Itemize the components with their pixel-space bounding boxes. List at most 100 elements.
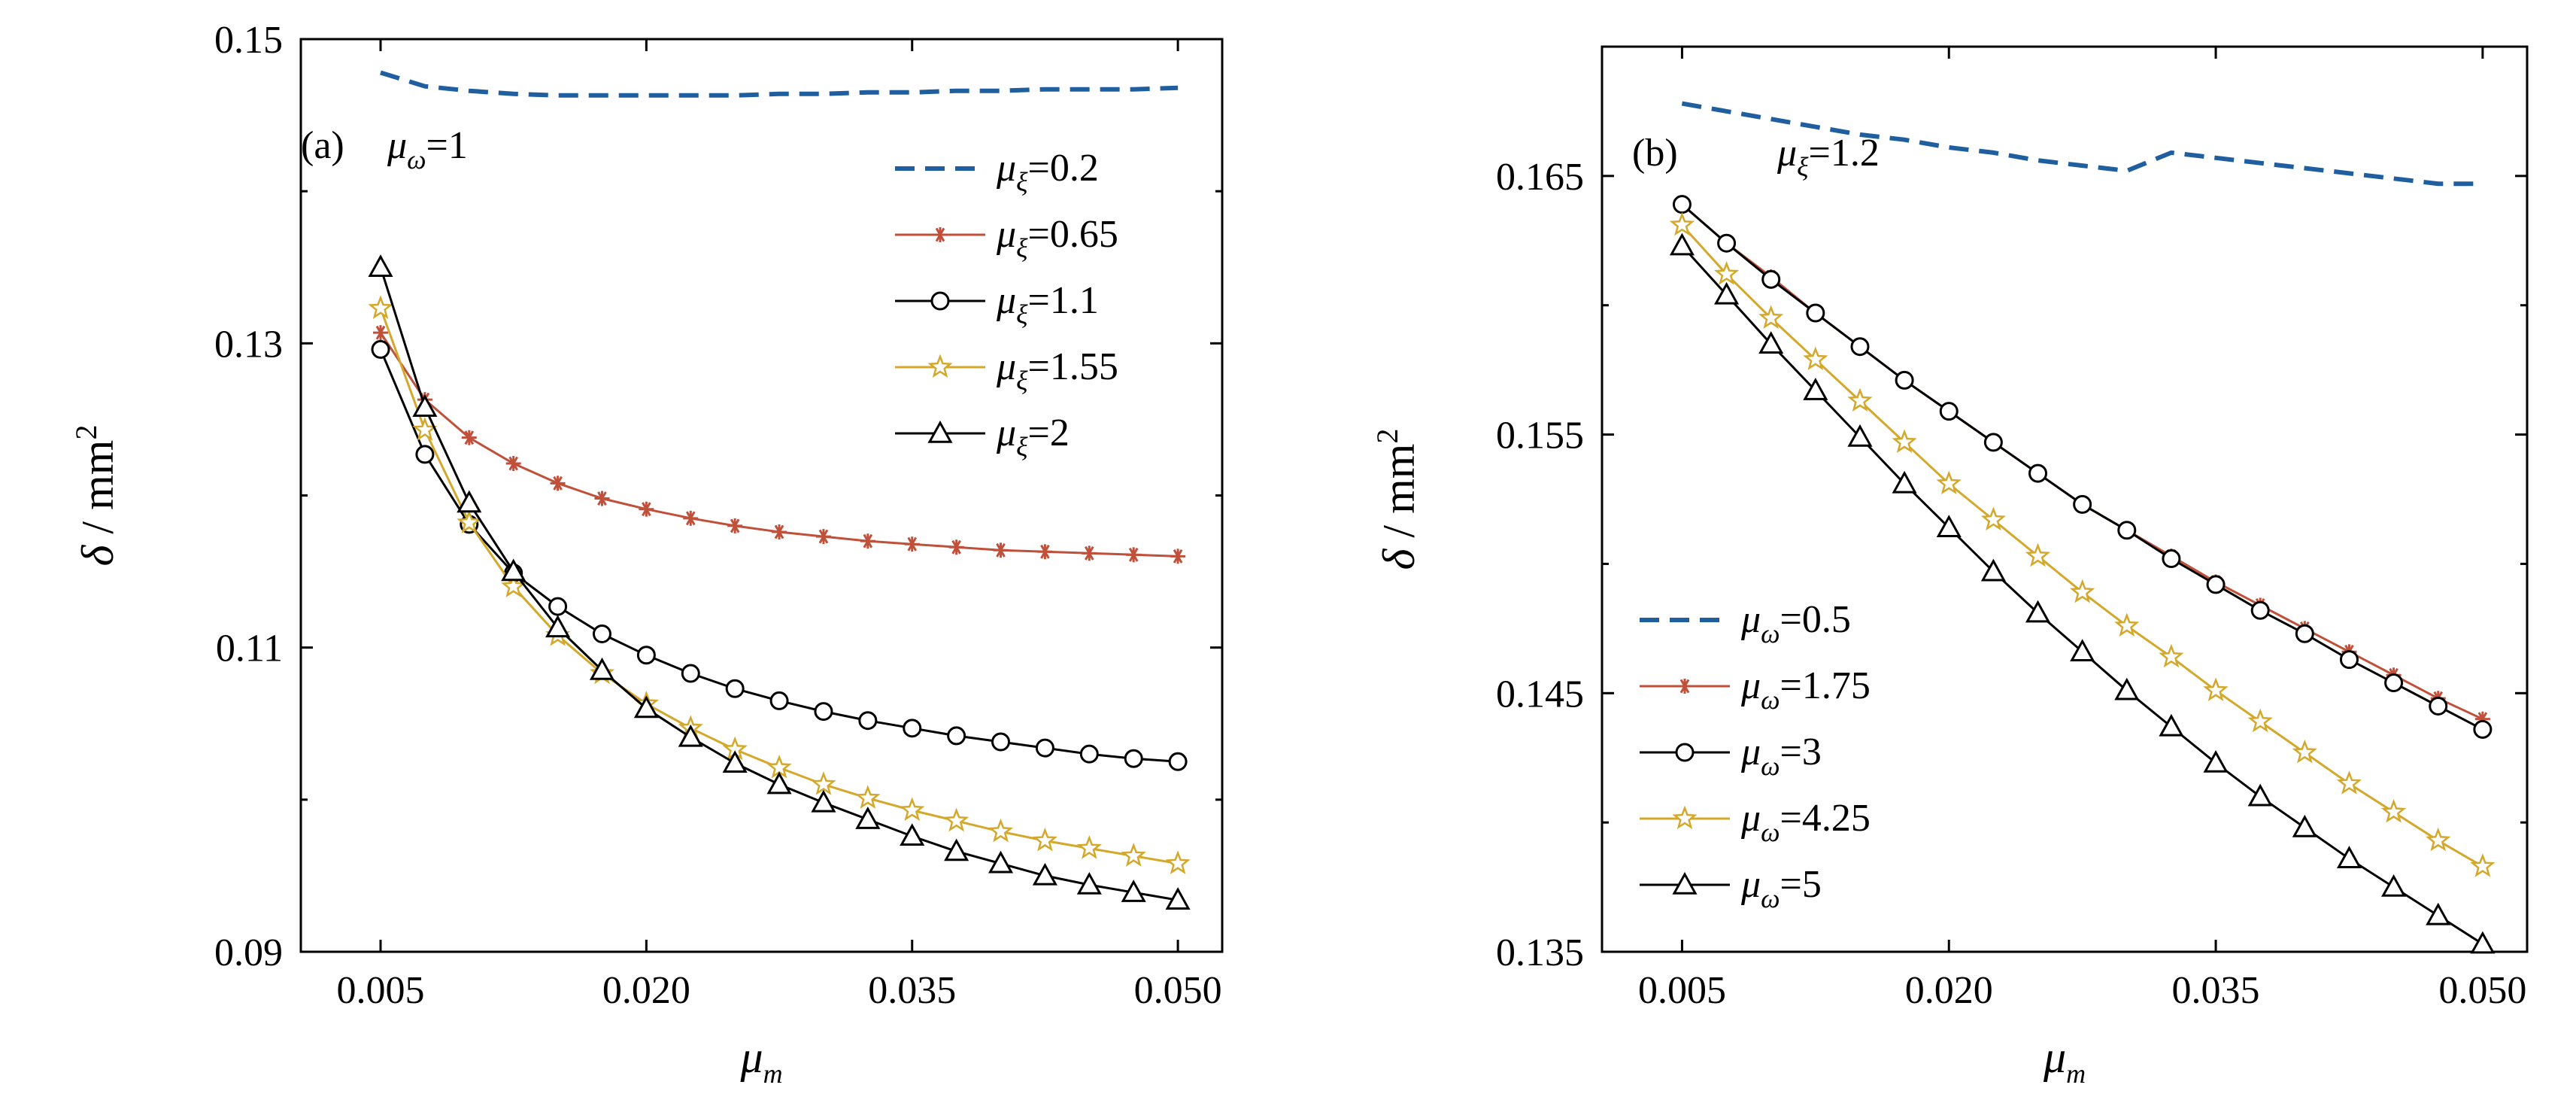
panel-b: 0.005 0.020 0.035 0.050 0.135 0.145 0.155 0.165… bbox=[1370, 45, 2529, 1089]
legend-entry: μω=1.75 bbox=[1640, 664, 1871, 715]
legend-entry: μξ=0.65 bbox=[895, 213, 1118, 263]
data-point bbox=[900, 823, 925, 846]
data-point bbox=[1758, 331, 1784, 354]
data-point bbox=[683, 510, 699, 526]
legend-label: μω=0.5 bbox=[1740, 598, 1851, 649]
data-point bbox=[1082, 545, 1097, 561]
data-point bbox=[772, 524, 787, 540]
data-point bbox=[545, 615, 571, 638]
data-point bbox=[2473, 719, 2493, 739]
series-1 bbox=[373, 325, 1186, 564]
series-line bbox=[1681, 101, 2483, 187]
data-point bbox=[2384, 673, 2404, 693]
data-point bbox=[368, 254, 393, 277]
data-point bbox=[1165, 887, 1191, 910]
data-point bbox=[1803, 346, 1828, 371]
y-axis-label: δ / mm2 bbox=[69, 425, 123, 567]
data-point bbox=[2203, 677, 2229, 702]
x-tick-label: 0.020 bbox=[1905, 969, 1993, 1012]
data-point bbox=[2203, 749, 2229, 773]
data-point bbox=[2247, 783, 2273, 807]
data-point bbox=[368, 295, 393, 320]
data-point bbox=[550, 476, 566, 491]
series-2 bbox=[1672, 195, 2493, 739]
data-point bbox=[2470, 853, 2496, 877]
data-point bbox=[1983, 433, 2003, 452]
data-point bbox=[814, 702, 833, 722]
data-point bbox=[639, 501, 654, 517]
data-point bbox=[2380, 798, 2407, 823]
legend-entry: μω=0.5 bbox=[1640, 598, 1851, 649]
y-tick-label: 0.145 bbox=[1496, 673, 1584, 716]
data-point bbox=[1939, 402, 1959, 421]
legend-marker bbox=[1672, 805, 1698, 830]
data-point bbox=[722, 750, 748, 773]
data-point bbox=[1032, 862, 1057, 886]
data-point bbox=[1037, 544, 1053, 560]
legend-marker bbox=[1672, 871, 1698, 895]
data-point bbox=[988, 850, 1014, 874]
data-point bbox=[2117, 521, 2137, 540]
data-point bbox=[2470, 931, 2496, 954]
data-point bbox=[2426, 902, 2451, 925]
data-point bbox=[681, 664, 700, 683]
data-point bbox=[2292, 814, 2317, 837]
data-point bbox=[589, 657, 615, 680]
legend-marker bbox=[1677, 679, 1692, 694]
data-point bbox=[2336, 770, 2362, 795]
data-point bbox=[373, 325, 389, 341]
data-point bbox=[461, 430, 477, 445]
data-point bbox=[727, 518, 743, 533]
data-point bbox=[1850, 337, 1870, 357]
data-point bbox=[1669, 232, 1695, 256]
data-point bbox=[2070, 639, 2095, 661]
panel-label: (b) bbox=[1632, 132, 1678, 175]
data-point bbox=[2162, 549, 2181, 569]
data-point bbox=[1714, 281, 1740, 305]
panel-label: (a) bbox=[301, 124, 344, 167]
legend-label: μω=4.25 bbox=[1740, 797, 1871, 847]
y-tick-label: 0.09 bbox=[214, 931, 283, 974]
data-point bbox=[1126, 547, 1142, 563]
legend-marker bbox=[930, 291, 950, 311]
data-point bbox=[858, 711, 878, 731]
data-point bbox=[1121, 880, 1146, 902]
data-point bbox=[2339, 650, 2359, 670]
data-point bbox=[678, 724, 703, 747]
data-point bbox=[2426, 827, 2451, 852]
panel-a: 0.005 0.020 0.035 0.050 0.09 0.11 0.13 0.15 μm δ … bbox=[69, 19, 1224, 1089]
data-point bbox=[594, 491, 610, 506]
y-tick-label: 0.135 bbox=[1496, 931, 1584, 974]
data-point bbox=[636, 646, 656, 665]
data-point bbox=[1803, 378, 1828, 400]
legend-entry: μξ=1.1 bbox=[895, 279, 1099, 330]
legend-marker bbox=[927, 420, 953, 443]
data-point bbox=[988, 818, 1014, 843]
y-tick-label: 0.13 bbox=[214, 323, 283, 366]
legend-label: μξ=2 bbox=[996, 412, 1070, 462]
legend-entry: μξ=0.2 bbox=[895, 147, 1099, 197]
data-point bbox=[2114, 612, 2140, 637]
data-point bbox=[766, 771, 792, 795]
data-point bbox=[2247, 708, 2273, 733]
data-point bbox=[904, 536, 920, 552]
series-3 bbox=[1669, 211, 2496, 877]
data-point bbox=[415, 445, 435, 464]
legend-entry: μω=5 bbox=[1640, 863, 1822, 913]
x-axis-label: μm bbox=[739, 1032, 782, 1089]
data-point bbox=[1717, 233, 1737, 253]
data-point bbox=[412, 394, 438, 417]
x-tick-label: 0.035 bbox=[2172, 969, 2260, 1012]
data-point bbox=[1170, 548, 1186, 564]
data-point bbox=[855, 807, 881, 829]
data-point bbox=[505, 456, 521, 472]
data-point bbox=[815, 529, 831, 545]
data-point bbox=[2025, 542, 2051, 567]
series-4 bbox=[368, 254, 1191, 910]
x-tick-label: 0.020 bbox=[602, 969, 690, 1012]
data-point bbox=[943, 807, 969, 832]
panel-annotation: μω=1 bbox=[387, 124, 468, 175]
data-point bbox=[2069, 579, 2095, 603]
data-point bbox=[1806, 303, 1825, 323]
data-point bbox=[2206, 575, 2226, 594]
